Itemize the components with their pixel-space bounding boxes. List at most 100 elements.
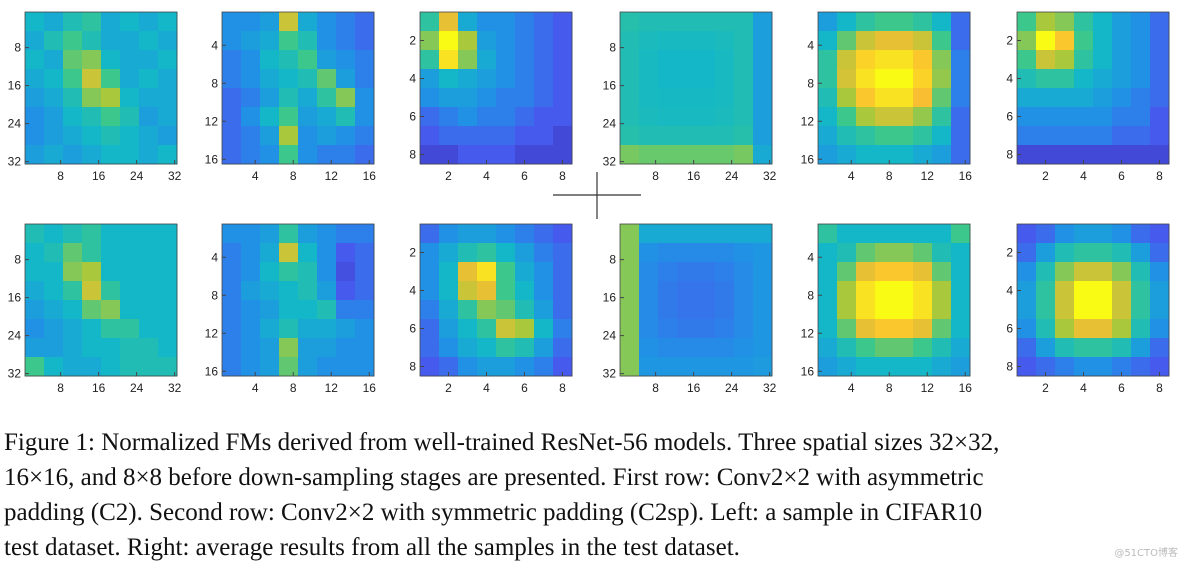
heatmap-cell <box>496 243 516 263</box>
heatmap-panel: 2 4 6 8 2 4 6 8 <box>409 223 573 395</box>
heatmap-cell <box>279 12 299 32</box>
heatmap-cell <box>355 126 375 146</box>
x-tick-label: 4 <box>848 381 855 395</box>
heatmap-cell <box>837 224 857 244</box>
heatmap-cell <box>1131 338 1151 358</box>
heatmap-cell <box>515 88 535 108</box>
heatmap-cell <box>1055 262 1075 282</box>
heatmap-panel: 4 8 12 16 4 8 12 16 <box>205 11 376 183</box>
heatmap-cell <box>63 338 83 358</box>
heatmap-cell <box>753 319 773 339</box>
heatmap-cell <box>639 300 659 320</box>
heatmap-cell <box>139 224 159 244</box>
plot-frame <box>1016 223 1170 377</box>
heatmap-cell <box>63 145 83 165</box>
y-tick-label: 4 <box>211 38 218 52</box>
heatmap-cell <box>222 126 242 146</box>
heatmap-cell <box>677 262 697 282</box>
heatmap-cell <box>1036 12 1056 32</box>
heatmap-cell <box>260 224 280 244</box>
heatmap-cell <box>620 357 640 377</box>
heatmap-cell <box>439 12 459 32</box>
heatmap-cell <box>336 69 356 89</box>
heatmap-cell <box>658 50 678 70</box>
heatmap-cell <box>420 338 440 358</box>
heatmap-cell <box>241 357 261 377</box>
y-tick-label: 16 <box>8 79 22 93</box>
heatmap-cell <box>753 126 773 146</box>
heatmap-cell <box>120 88 140 108</box>
heatmap-cell <box>894 126 914 146</box>
heatmap-cell <box>894 107 914 127</box>
heatmap-cell <box>317 107 337 127</box>
heatmap-cell <box>932 107 952 127</box>
x-tick-label: 6 <box>521 169 528 183</box>
caption-line: padding (C2). Second row: Conv2×2 with s… <box>4 499 982 526</box>
heatmap-cell <box>336 357 356 377</box>
heatmap-cell <box>515 12 535 32</box>
heatmap-cell <box>1131 31 1151 51</box>
y-tick-label: 4 <box>807 38 814 52</box>
heatmap-cell <box>734 319 754 339</box>
heatmap-cell <box>496 69 516 89</box>
heatmap-cell <box>734 69 754 89</box>
heatmap-cell <box>515 300 535 320</box>
heatmap-cell <box>932 50 952 70</box>
heatmap-cell <box>856 88 876 108</box>
heatmap-cell <box>82 319 102 339</box>
heatmap-cell <box>496 107 516 127</box>
heatmap-cell <box>818 224 838 244</box>
heatmap-cell <box>101 243 121 263</box>
heatmap-cell <box>496 50 516 70</box>
heatmap-cell <box>818 126 838 146</box>
heatmap-cell <box>63 12 83 32</box>
heatmap-cell <box>420 107 440 127</box>
heatmap-cell <box>1036 319 1056 339</box>
heatmap-cell <box>1112 12 1132 32</box>
heatmap-cell <box>82 107 102 127</box>
heatmap-cell <box>458 12 478 32</box>
heatmap-cell <box>734 243 754 263</box>
heatmap-cell <box>458 107 478 127</box>
heatmap-cell <box>101 338 121 358</box>
heatmap-cell <box>44 69 64 89</box>
heatmap-cell <box>658 145 678 165</box>
y-tick-label: 6 <box>409 110 416 124</box>
heatmap-cell <box>1017 224 1037 244</box>
heatmap-cell <box>458 126 478 146</box>
heatmap-cell <box>753 357 773 377</box>
heatmap-cell <box>620 31 640 51</box>
heatmap-cell <box>458 262 478 282</box>
x-tick-label: 16 <box>92 381 106 395</box>
heatmap-cell <box>355 243 375 263</box>
heatmap-cell <box>894 319 914 339</box>
heatmap-cell <box>1112 31 1132 51</box>
heatmap-cell <box>120 145 140 165</box>
heatmap-cell <box>439 319 459 339</box>
y-tick-label: 8 <box>1006 148 1013 162</box>
heatmap-cell <box>715 300 735 320</box>
heatmap-cell <box>515 262 535 282</box>
heatmap-cell <box>279 281 299 301</box>
x-tick-label: 4 <box>252 169 259 183</box>
heatmap-cell <box>279 31 299 51</box>
heatmap-cell <box>496 281 516 301</box>
heatmap-cell <box>818 243 838 263</box>
heatmap-cell <box>913 262 933 282</box>
heatmap-cell <box>1112 281 1132 301</box>
heatmap-cell <box>355 357 375 377</box>
heatmap-cell <box>1055 12 1075 32</box>
heatmap-cell <box>875 69 895 89</box>
y-tick-label: 16 <box>205 152 219 166</box>
heatmap-cell <box>25 243 45 263</box>
x-tick-label: 4 <box>848 169 855 183</box>
heatmap-cell <box>1093 88 1113 108</box>
heatmap-cell <box>696 50 716 70</box>
heatmap-cell <box>336 50 356 70</box>
heatmap-cell <box>458 319 478 339</box>
heatmap-cell <box>477 145 497 165</box>
heatmap-cell <box>696 88 716 108</box>
heatmap-cell <box>1036 31 1056 51</box>
x-tick-label: 32 <box>168 381 182 395</box>
heatmap-cell <box>715 224 735 244</box>
